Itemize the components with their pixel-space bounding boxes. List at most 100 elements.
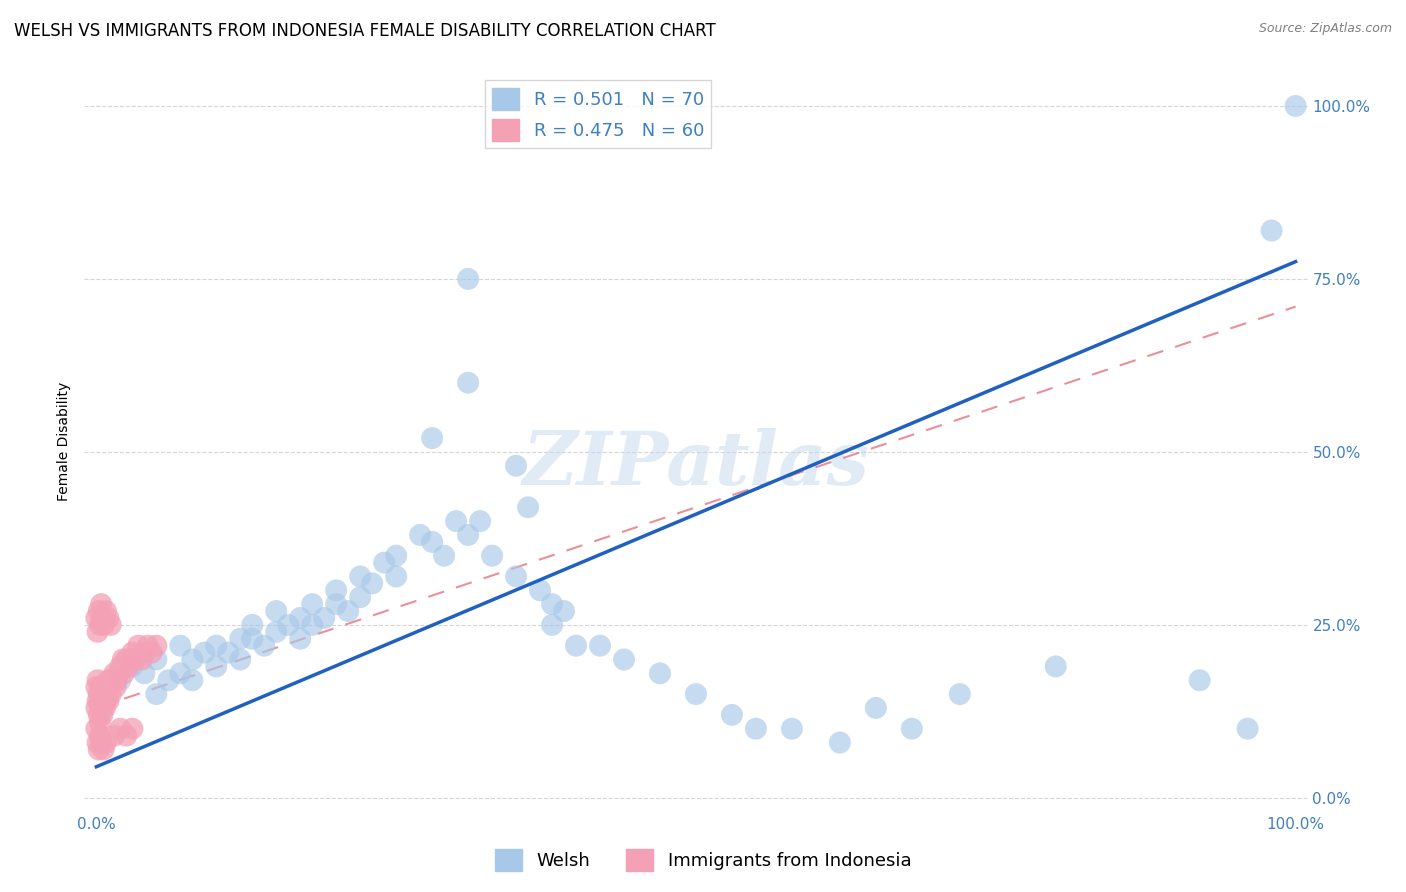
Point [901, 722, 924, 736]
Point [457, 376, 479, 390]
Point [517, 500, 540, 515]
Point [87, 604, 110, 618]
Point [409, 528, 432, 542]
Point [553, 604, 575, 618]
Point [93, 618, 115, 632]
Point [86, 735, 108, 749]
Point [105, 673, 128, 688]
Point [127, 639, 149, 653]
Point [115, 729, 138, 743]
Point [86, 673, 108, 688]
Point [145, 652, 167, 666]
Point [745, 722, 768, 736]
Point [94, 694, 117, 708]
Legend: Welsh, Immigrants from Indonesia: Welsh, Immigrants from Indonesia [488, 842, 918, 879]
Point [264, 624, 287, 639]
Point [91, 707, 114, 722]
Point [87, 742, 110, 756]
Point [721, 707, 744, 722]
Point [157, 673, 180, 688]
Point [86, 680, 108, 694]
Point [118, 659, 141, 673]
Point [433, 549, 456, 563]
Point [865, 701, 887, 715]
Point [98, 680, 121, 694]
Point [1284, 99, 1306, 113]
Point [111, 652, 134, 666]
Text: Source: ZipAtlas.com: Source: ZipAtlas.com [1258, 22, 1392, 36]
Point [457, 272, 479, 286]
Point [685, 687, 707, 701]
Point [565, 639, 588, 653]
Point [193, 646, 215, 660]
Point [205, 639, 228, 653]
Point [325, 597, 347, 611]
Text: ZIPatlas: ZIPatlas [523, 427, 869, 500]
Point [86, 624, 108, 639]
Point [134, 646, 156, 660]
Point [145, 687, 167, 701]
Point [468, 514, 491, 528]
Point [240, 618, 263, 632]
Point [93, 694, 115, 708]
Point [349, 569, 371, 583]
Legend: R = 0.501   N = 70, R = 0.475   N = 60: R = 0.501 N = 70, R = 0.475 N = 60 [485, 80, 711, 148]
Point [301, 597, 323, 611]
Point [361, 576, 384, 591]
Point [314, 611, 336, 625]
Point [145, 639, 167, 653]
Point [112, 666, 135, 681]
Point [229, 632, 252, 646]
Point [87, 687, 110, 701]
Point [91, 611, 114, 625]
Point [93, 742, 115, 756]
Point [290, 632, 312, 646]
Point [110, 673, 132, 688]
Point [169, 666, 191, 681]
Point [169, 639, 191, 653]
Point [325, 583, 347, 598]
Point [90, 701, 112, 715]
Point [90, 597, 112, 611]
Point [104, 680, 127, 694]
Point [205, 659, 228, 673]
Point [589, 639, 612, 653]
Point [86, 694, 108, 708]
Point [181, 673, 204, 688]
Point [94, 604, 117, 618]
Point [94, 735, 117, 749]
Point [229, 652, 252, 666]
Point [444, 514, 467, 528]
Point [301, 618, 323, 632]
Point [115, 652, 138, 666]
Point [124, 652, 146, 666]
Point [86, 701, 108, 715]
Point [101, 673, 124, 688]
Point [1045, 659, 1067, 673]
Point [217, 646, 239, 660]
Point [420, 534, 443, 549]
Point [86, 611, 108, 625]
Point [89, 618, 111, 632]
Point [277, 618, 299, 632]
Point [93, 701, 117, 715]
Point [373, 556, 395, 570]
Point [613, 652, 636, 666]
Point [529, 583, 551, 598]
Point [181, 652, 204, 666]
Point [121, 722, 143, 736]
Point [505, 569, 527, 583]
Point [136, 639, 159, 653]
Point [349, 591, 371, 605]
Point [89, 714, 111, 729]
Point [121, 659, 143, 673]
Point [1236, 722, 1258, 736]
Point [240, 632, 263, 646]
Point [100, 687, 122, 701]
Point [385, 549, 408, 563]
Point [89, 694, 111, 708]
Point [541, 597, 564, 611]
Point [100, 618, 122, 632]
Point [505, 458, 527, 473]
Point [648, 666, 671, 681]
